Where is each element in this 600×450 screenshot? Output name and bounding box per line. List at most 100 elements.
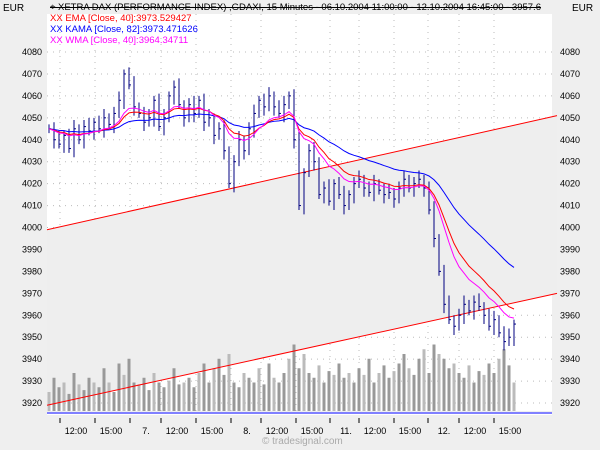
volume-bar bbox=[367, 358, 371, 411]
y-tick-label-left: 4010 bbox=[22, 201, 42, 211]
volume-bar bbox=[327, 371, 331, 411]
volume-bar bbox=[207, 382, 211, 411]
volume-bar bbox=[297, 368, 301, 411]
volume-bar bbox=[227, 354, 231, 411]
volume-bar bbox=[357, 368, 361, 411]
volume-bar bbox=[172, 368, 176, 411]
volume-bar bbox=[467, 365, 471, 411]
volume-bar bbox=[237, 387, 241, 411]
y-tick-label-left: 3980 bbox=[22, 266, 42, 276]
volume-bar bbox=[232, 382, 236, 411]
volume-bar bbox=[457, 373, 461, 411]
volume-bar bbox=[482, 374, 486, 411]
y-tick-label-right: 4060 bbox=[560, 91, 580, 101]
x-tick-label: 15:00 bbox=[201, 426, 224, 436]
y-tick-label-right: 4020 bbox=[560, 179, 580, 189]
x-tick-label: 15:00 bbox=[100, 426, 123, 436]
kama-line bbox=[48, 113, 515, 268]
volume-bar bbox=[312, 377, 316, 411]
y-tick-label-right: 4010 bbox=[560, 201, 580, 211]
x-tick-label: 11. bbox=[340, 426, 352, 436]
y-tick-label-left: 3960 bbox=[22, 310, 42, 320]
legend-wma: XX WMA [Close, 40]:3964.34711 bbox=[50, 35, 189, 46]
y-tick-label-right: 4080 bbox=[560, 47, 580, 57]
volume-bar bbox=[432, 344, 436, 411]
volume-bar bbox=[472, 382, 476, 411]
volume-bar bbox=[392, 371, 396, 411]
volume-bar bbox=[247, 377, 251, 411]
y-tick-label-right: 3960 bbox=[560, 310, 580, 320]
y-tick-label-right: 3990 bbox=[560, 244, 580, 254]
volume-bar bbox=[182, 382, 186, 411]
y-tick-label-left: 3990 bbox=[22, 244, 42, 254]
volume-bar bbox=[497, 358, 501, 411]
x-tick-label: 12:00 bbox=[65, 426, 88, 436]
volume-bar bbox=[152, 373, 156, 411]
wma-line bbox=[48, 105, 515, 319]
upper-trendline bbox=[46, 115, 558, 231]
volume-bar bbox=[127, 358, 131, 411]
watermark: © tradesignal.com bbox=[262, 436, 343, 447]
volume-bar bbox=[447, 368, 451, 411]
volume-bar bbox=[502, 349, 506, 411]
volume-bar bbox=[377, 373, 381, 411]
y-tick-label-left: 4050 bbox=[22, 113, 42, 123]
volume-bar bbox=[407, 368, 411, 411]
volume-bar bbox=[422, 349, 426, 411]
volume-bar bbox=[112, 392, 116, 411]
volume-bar bbox=[512, 382, 516, 411]
volume-bar bbox=[332, 374, 336, 411]
volume-bar bbox=[352, 382, 356, 411]
volume-bar bbox=[282, 373, 286, 411]
volume-bar bbox=[292, 344, 296, 411]
x-tick-label: 12:00 bbox=[364, 426, 387, 436]
volume-bar bbox=[67, 393, 71, 411]
volume-bar bbox=[402, 354, 406, 411]
x-tick-label: 15:00 bbox=[301, 426, 324, 436]
volume-bar bbox=[117, 363, 121, 411]
y-tick-label-left: 4040 bbox=[22, 135, 42, 145]
volume-bar bbox=[317, 365, 321, 411]
volume-bar bbox=[177, 384, 181, 411]
volume-bar bbox=[442, 358, 446, 411]
volume-bar bbox=[132, 382, 136, 411]
volume-bar bbox=[167, 380, 171, 411]
currency-right: EUR bbox=[572, 3, 594, 14]
y-tick-label-right: 4040 bbox=[560, 135, 580, 145]
y-tick-label-right: 4000 bbox=[560, 223, 580, 233]
y-tick-label-left: 4080 bbox=[22, 47, 42, 57]
volume-bar bbox=[427, 373, 431, 411]
volume-bar bbox=[62, 382, 66, 411]
y-tick-label-right: 3970 bbox=[560, 288, 580, 298]
volume-bar bbox=[307, 373, 311, 411]
volume-bar bbox=[287, 358, 291, 411]
volume-bar bbox=[387, 377, 391, 411]
y-tick-label-right: 3940 bbox=[560, 354, 580, 364]
y-tick-label-left: 4000 bbox=[22, 223, 42, 233]
volume-bar bbox=[342, 377, 346, 411]
volume-bar bbox=[47, 392, 51, 411]
volume-bar bbox=[202, 363, 206, 411]
volume-bar bbox=[102, 368, 106, 411]
volume-bar bbox=[487, 363, 491, 411]
x-tick-label: 12:00 bbox=[464, 426, 487, 436]
volume-bar bbox=[302, 354, 306, 411]
y-tick-label-right: 4030 bbox=[560, 157, 580, 167]
volume-bar bbox=[137, 384, 141, 411]
y-tick-label-right: 4050 bbox=[560, 113, 580, 123]
x-tick-label: 15:00 bbox=[399, 426, 422, 436]
lower-trendline bbox=[46, 292, 558, 406]
y-tick-label-left: 4070 bbox=[22, 69, 42, 79]
volume-bar bbox=[337, 363, 341, 411]
currency-left: EUR bbox=[3, 3, 25, 14]
volume-bar bbox=[252, 382, 256, 411]
volume-bar bbox=[437, 354, 441, 411]
volume-bar bbox=[212, 368, 216, 411]
y-tick-label-left: 3930 bbox=[22, 376, 42, 386]
legend-ema: XX EMA [Close, 40]:3973.529427 bbox=[50, 13, 192, 24]
x-tick-label: 7. bbox=[142, 426, 150, 436]
volume-bar bbox=[322, 382, 326, 411]
y-tick-label-right: 4070 bbox=[560, 69, 580, 79]
y-tick-label-right: 3920 bbox=[560, 398, 580, 408]
volume-bar bbox=[57, 387, 61, 411]
